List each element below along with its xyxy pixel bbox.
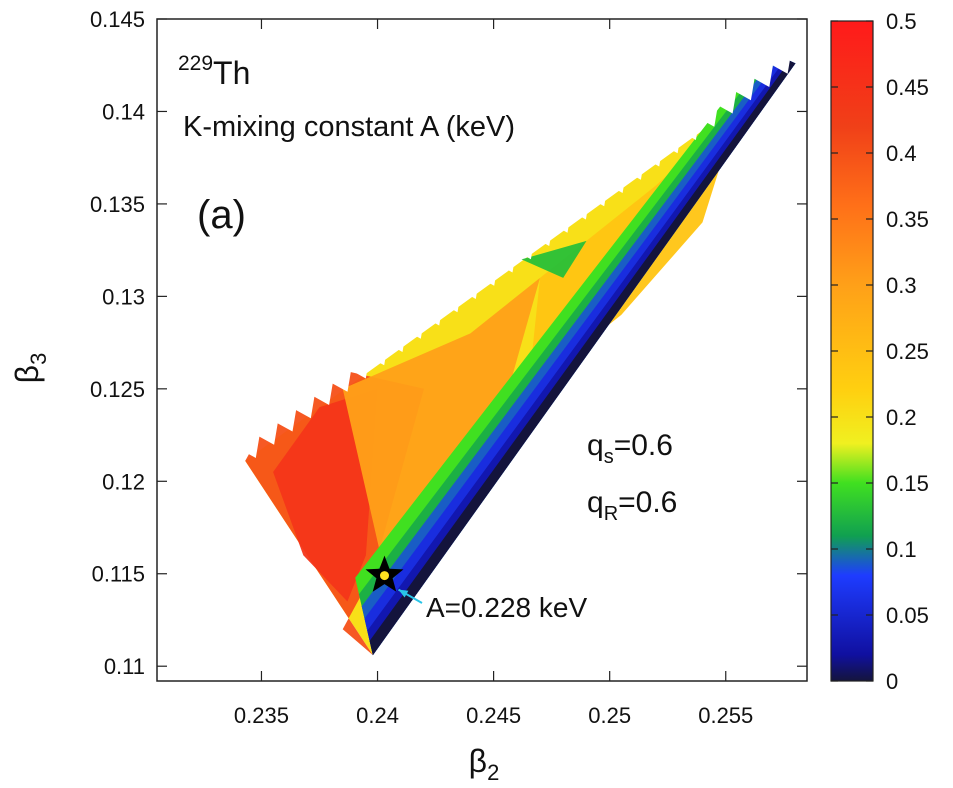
- y-tick-label: 0.13: [102, 284, 145, 309]
- region-top-edge: [241, 19, 796, 458]
- heatmap-region: [241, 19, 796, 656]
- panel-label: (a): [197, 193, 246, 237]
- colorbar-tick-label: 0.5: [886, 9, 917, 34]
- y-tick-label: 0.12: [102, 469, 145, 494]
- marker-dot: [379, 570, 390, 582]
- region-patch: [521, 240, 587, 278]
- parameter-qr: qR=0.6: [587, 486, 677, 525]
- y-tick-label: 0.125: [90, 377, 145, 402]
- y-tick-label: 0.11: [104, 654, 145, 679]
- colorbar-tick-label: 0.4: [886, 141, 917, 166]
- region-band: [369, 60, 796, 656]
- x-axis-ticks: 0.235 0.24 0.245 0.25 0.255: [234, 19, 753, 728]
- x-tick-label: 0.24: [356, 703, 399, 728]
- quantity-label: K-mixing constant A (keV): [183, 111, 515, 143]
- marker-label: A=0.228 keV: [426, 592, 587, 623]
- x-axis-label: β2: [469, 743, 500, 785]
- region-patch: [273, 388, 378, 602]
- colorbar-tick-label: 0.15: [886, 471, 929, 496]
- colorbar-tick-label: 0.05: [886, 603, 929, 628]
- y-tick-label: 0.145: [90, 7, 145, 32]
- colorbar-ticks: 0 0.05 0.1 0.15 0.2 0.25 0.3 0.35 0.4 0.45 0.5: [831, 9, 929, 694]
- y-tick-label: 0.135: [90, 192, 145, 217]
- x-tick-label: 0.255: [698, 703, 753, 728]
- x-tick-label: 0.245: [466, 703, 521, 728]
- plot-frame: [156, 18, 808, 682]
- region-patch: [342, 277, 540, 593]
- colorbar-tick-label: 0.1: [886, 537, 917, 562]
- colorbar-tick-label: 0: [886, 669, 898, 694]
- y-axis-label: β3: [9, 353, 51, 384]
- colorbar-tick-label: 0.3: [886, 273, 917, 298]
- colorbar-tick-label: 0.45: [886, 75, 929, 100]
- colorbar-tick-label: 0.2: [886, 405, 917, 430]
- y-tick-label: 0.14: [102, 99, 145, 124]
- parameter-qs: qs=0.6: [587, 429, 673, 468]
- marker-group: [365, 555, 423, 604]
- colorbar-tick-label: 0.25: [886, 339, 929, 364]
- x-tick-label: 0.25: [588, 703, 631, 728]
- y-axis-ticks: 0.11 0.115 0.12 0.125 0.13 0.135 0.14 0.145: [90, 7, 807, 679]
- x-tick-label: 0.235: [234, 703, 289, 728]
- y-tick-label: 0.115: [92, 562, 145, 587]
- marker-arrow-head: [398, 589, 409, 598]
- colorbar-tick-label: 0.35: [886, 207, 929, 232]
- nucleus-label: 229Th: [178, 52, 250, 91]
